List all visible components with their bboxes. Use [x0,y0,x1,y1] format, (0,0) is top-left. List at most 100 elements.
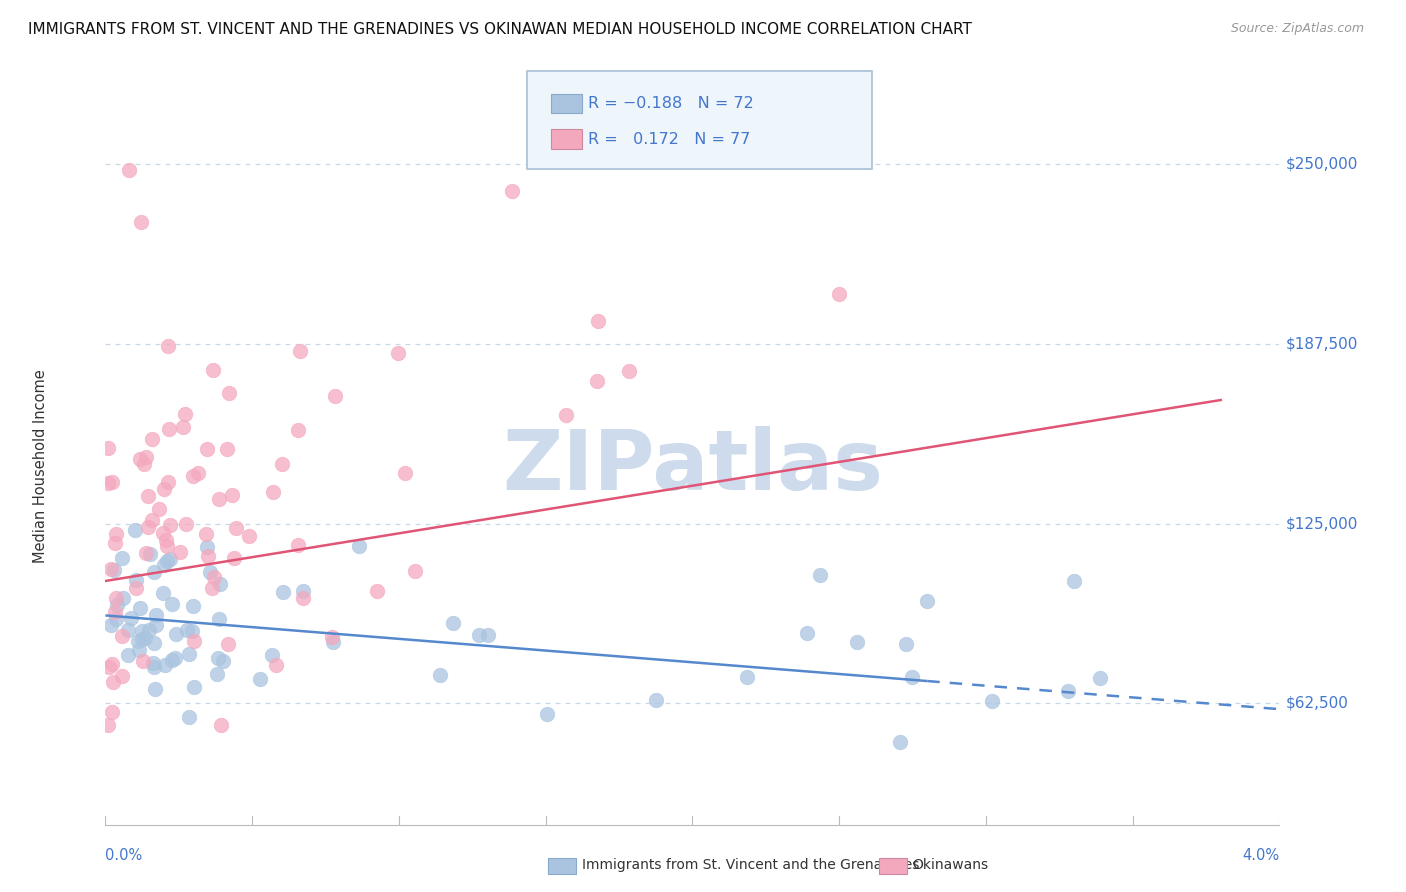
Point [142,565,165,579]
Point [586,314,609,328]
Point [172,420,194,434]
Point [889,734,911,748]
Point [323,389,346,403]
Point [159,517,181,532]
Point [148,502,170,516]
Point [142,656,165,670]
Point [221,488,243,502]
Text: 0.0%: 0.0% [105,848,142,863]
Point [1057,684,1080,698]
Point [157,475,180,490]
Point [200,565,222,579]
Point [112,591,135,605]
Point [98,659,121,673]
Point [124,582,146,596]
Point [176,624,198,638]
Point [163,650,186,665]
Point [322,635,344,649]
Point [477,628,499,642]
Point [387,345,409,359]
Text: R = −0.188   N = 72: R = −0.188 N = 72 [588,96,754,111]
Point [129,451,152,466]
Point [586,374,609,388]
Point [828,286,851,301]
Point [980,694,1002,708]
Point [136,520,159,534]
Text: $62,500: $62,500 [1285,696,1348,711]
Point [152,586,174,600]
Point [143,660,166,674]
Point [134,457,156,471]
Point [195,442,218,456]
Text: $125,000: $125,000 [1285,516,1358,531]
Point [176,516,198,531]
Point [134,631,156,645]
Point [105,598,128,612]
Point [152,558,174,573]
Point [103,563,125,577]
Point [429,668,451,682]
Point [139,547,162,561]
Point [177,710,200,724]
Point [208,612,231,626]
Point [349,539,371,553]
Point [143,681,166,696]
Point [156,554,179,568]
Point [467,628,489,642]
Point [441,615,464,630]
Point [264,658,287,673]
Point [111,550,134,565]
Point [291,591,314,606]
Point [111,629,134,643]
Point [104,526,127,541]
Point [222,551,245,566]
Point [735,670,758,684]
Point [217,637,239,651]
Point [100,562,122,576]
Point [183,680,205,694]
Point [162,597,184,611]
Point [197,549,219,563]
Point [104,605,127,619]
Text: 4.0%: 4.0% [1243,848,1279,863]
Text: IMMIGRANTS FROM ST. VINCENT AND THE GRENADINES VS OKINAWAN MEDIAN HOUSEHOLD INCO: IMMIGRANTS FROM ST. VINCENT AND THE GREN… [28,22,972,37]
Point [321,630,343,644]
Text: Source: ZipAtlas.com: Source: ZipAtlas.com [1230,22,1364,36]
Point [131,624,153,639]
Point [554,409,576,423]
Text: Okinawans: Okinawans [912,858,988,872]
Point [287,538,309,552]
Point [120,611,142,625]
Point [796,625,818,640]
Point [155,657,177,672]
Point [181,599,204,614]
Point [101,475,124,489]
Point [209,576,232,591]
Point [201,581,224,595]
Point [169,545,191,559]
Point [645,692,668,706]
Point [111,669,134,683]
Point [141,513,163,527]
Point [271,585,294,599]
Point [100,618,122,632]
Point [105,612,128,626]
Point [129,215,152,229]
Point [180,624,202,638]
Text: Immigrants from St. Vincent and the Grenadines: Immigrants from St. Vincent and the Gren… [582,858,920,872]
Point [271,457,294,471]
Point [159,552,181,566]
Point [536,706,558,721]
Point [118,163,141,178]
Point [901,670,924,684]
Point [215,442,238,456]
Point [225,521,247,535]
Point [262,648,284,663]
Point [394,466,416,480]
Point [97,442,120,456]
Point [249,672,271,686]
Point [187,466,209,480]
Point [128,642,150,657]
Point [124,523,146,537]
Point [153,482,176,496]
